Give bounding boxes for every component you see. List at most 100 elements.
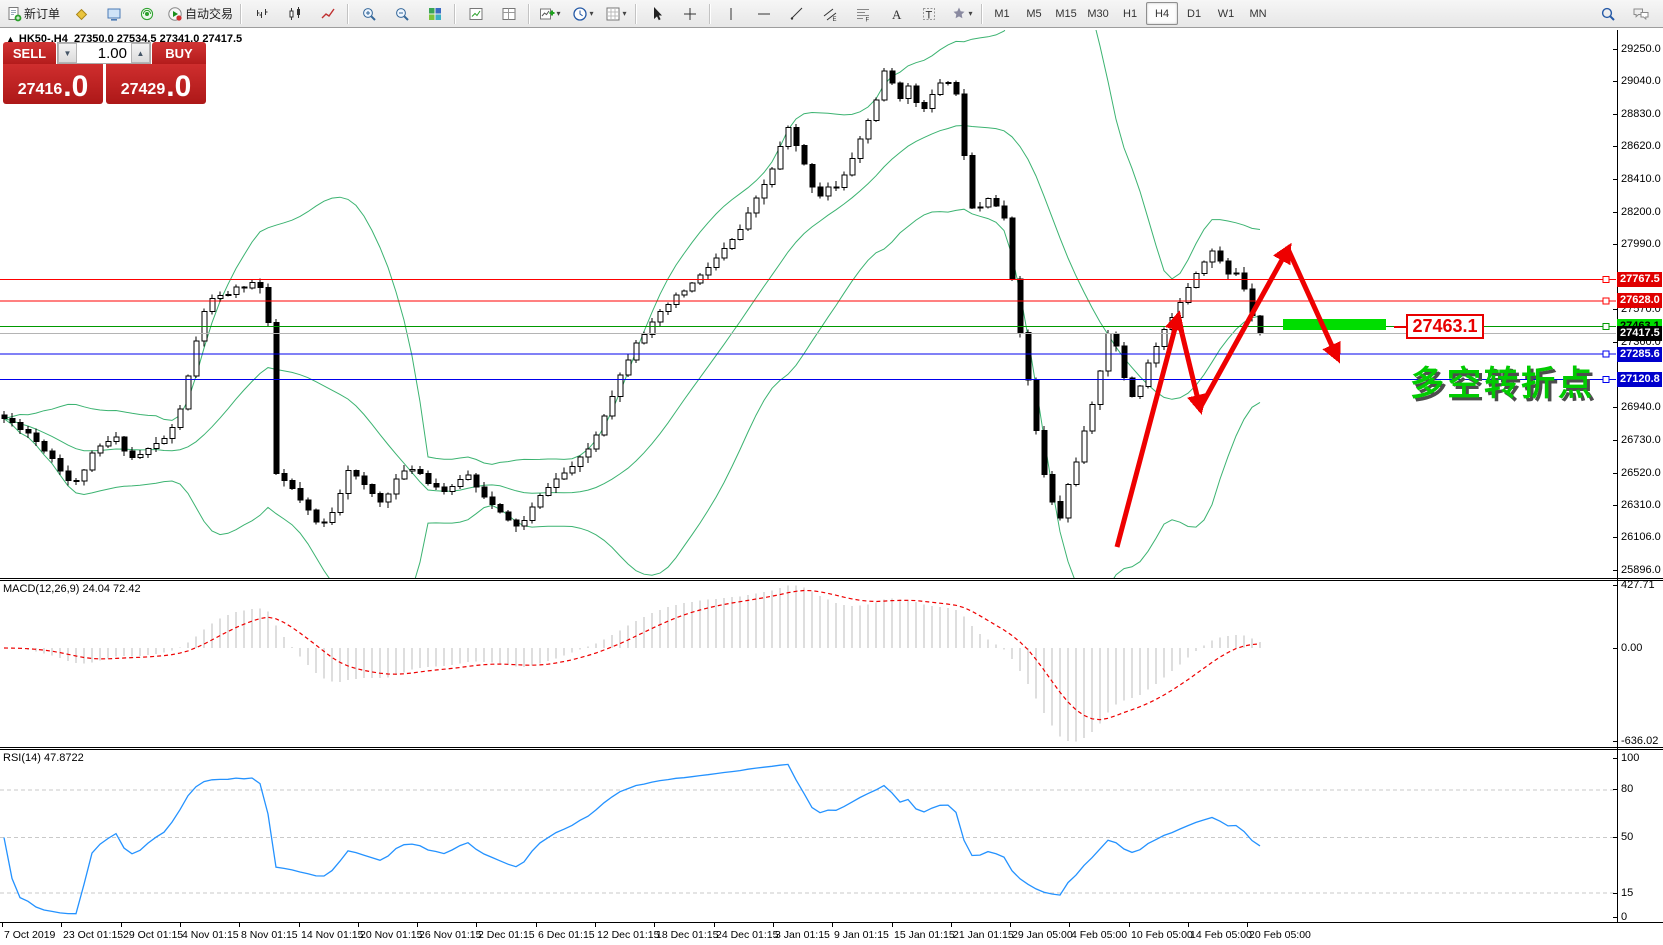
trendline-button[interactable] [780,1,813,27]
candle [897,82,904,99]
toolbar: 新订单 自动交易 ▾ ▾ ▾ E F A T ▾ M1 M5 M15 M30 H1 H4 D1 W1 MN [0,0,1663,28]
chat-button[interactable] [1624,1,1657,27]
sell-price[interactable]: 27416.0 [3,64,103,104]
time-tick [773,923,774,927]
time-tick-label: 7 Oct 2019 [4,929,56,941]
svg-text:F: F [865,17,869,22]
timeframe-m5-button[interactable]: M5 [1026,7,1042,20]
candle [1257,315,1264,335]
candle [385,493,392,503]
trend-arrow[interactable] [1114,310,1185,548]
axis-tick [1613,570,1617,571]
fibonacci-button[interactable]: F [846,1,879,27]
periods-button[interactable]: ▾ [566,1,599,27]
channel-button[interactable]: E [813,1,846,27]
timeframe-h1-button[interactable]: H1 [1123,7,1138,20]
trend-arrow[interactable] [1285,247,1341,364]
support-zone-bar[interactable] [1283,319,1386,330]
candle [833,186,840,189]
bar-chart-button[interactable] [245,1,278,27]
timeframe-w1-button[interactable]: W1 [1217,7,1235,20]
trend-arrow[interactable] [1175,316,1207,415]
candle [409,469,416,472]
profile-charts-button[interactable] [64,1,97,27]
time-tick [714,923,715,927]
main-price-chart[interactable] [0,30,1616,578]
candle [681,290,688,296]
market-depth-button[interactable] [97,1,130,27]
axis-tick-label: 0.00 [1621,642,1643,654]
turning-point-annotation[interactable]: 多空转折点 [1410,365,1595,403]
vertical-line-button[interactable] [714,1,747,27]
timeframe-h4-button[interactable]: H4 [1146,2,1179,25]
time-tick [476,923,477,927]
candle [769,168,776,186]
shapes-button[interactable]: ▾ [945,1,978,27]
add-indicator-button[interactable]: ▾ [533,1,566,27]
timeframe-mn-button[interactable]: MN [1249,7,1267,20]
search-button[interactable] [1591,1,1624,27]
time-tick [536,923,537,927]
zoom-in-button[interactable] [352,1,385,27]
collapse-panel-icon[interactable]: ▲ [6,34,15,44]
axis-tick-label: 26940.0 [1621,401,1661,413]
autotrading-button[interactable]: 自动交易 [163,1,237,27]
horizontal-line-button[interactable] [747,1,780,27]
volume-increase-button[interactable]: ▲ [131,43,150,63]
candle [569,466,576,474]
price-callout-label[interactable]: 27463.1 [1406,314,1484,339]
signals-button[interactable] [130,1,163,27]
candle [9,418,16,424]
text-button[interactable]: A [879,1,912,27]
trend-arrow[interactable] [1197,242,1292,410]
candle [297,487,304,501]
rsi-indicator-pane[interactable] [0,750,1616,922]
candle [449,485,456,493]
line-chart-button[interactable] [311,1,344,27]
buy-price[interactable]: 27429.0 [106,64,206,104]
volume-input[interactable]: 1.00 [97,44,127,62]
volume-decrease-button[interactable]: ▼ [58,43,77,63]
pane-splitter[interactable] [0,578,1663,581]
line-handle[interactable] [1602,376,1610,384]
tile-windows-button[interactable] [418,1,451,27]
pane-splitter[interactable] [0,747,1663,750]
candle [785,126,792,147]
candle-chart-button[interactable] [278,1,311,27]
timeframe-m30-button[interactable]: M30 [1087,7,1109,20]
data-window-button[interactable] [492,1,525,27]
candle [985,198,992,208]
candle [545,486,552,496]
axis-tick-label: 26106.0 [1621,531,1661,543]
axis-tick-label: 26520.0 [1621,467,1661,479]
axis-tick [1613,212,1617,213]
price-scale[interactable]: 29250.0 29040.0 28830.0 28620.0 28410.0 28200… [1613,0,1663,945]
timeframe-m15-button[interactable]: M15 [1055,7,1077,20]
axis-tick [1613,407,1617,408]
candle [361,475,368,486]
new-order-button[interactable]: 新订单 [2,1,64,27]
timeframe-d1-button[interactable]: D1 [1187,7,1202,20]
indicator-list-button[interactable] [459,1,492,27]
axis-tick [1613,81,1617,82]
line-handle[interactable] [1602,323,1610,331]
label-button[interactable]: T [912,1,945,27]
candle [441,486,448,493]
chevron-down-icon: ▾ [968,9,973,18]
line-handle[interactable] [1602,350,1610,358]
toolbar-separator [347,3,350,24]
toolbar-separator [528,3,531,24]
line-handle[interactable] [1602,297,1610,305]
templates-button[interactable]: ▾ [599,1,632,27]
axis-tick-label: 50 [1621,831,1634,843]
time-scale[interactable]: 7 Oct 2019 23 Oct 01:15 29 Oct 01:15 4 Nov … [0,922,1663,945]
sell-button[interactable]: SELL [3,42,56,64]
crosshair-button[interactable] [673,1,706,27]
zoom-out-button[interactable] [385,1,418,27]
buy-button[interactable]: BUY [152,42,206,64]
chevron-down-icon: ▾ [556,9,561,18]
line-handle[interactable] [1602,275,1610,283]
macd-indicator-pane[interactable] [0,581,1616,747]
cursor-button[interactable] [640,1,673,27]
timeframe-m1-button[interactable]: M1 [994,7,1010,20]
